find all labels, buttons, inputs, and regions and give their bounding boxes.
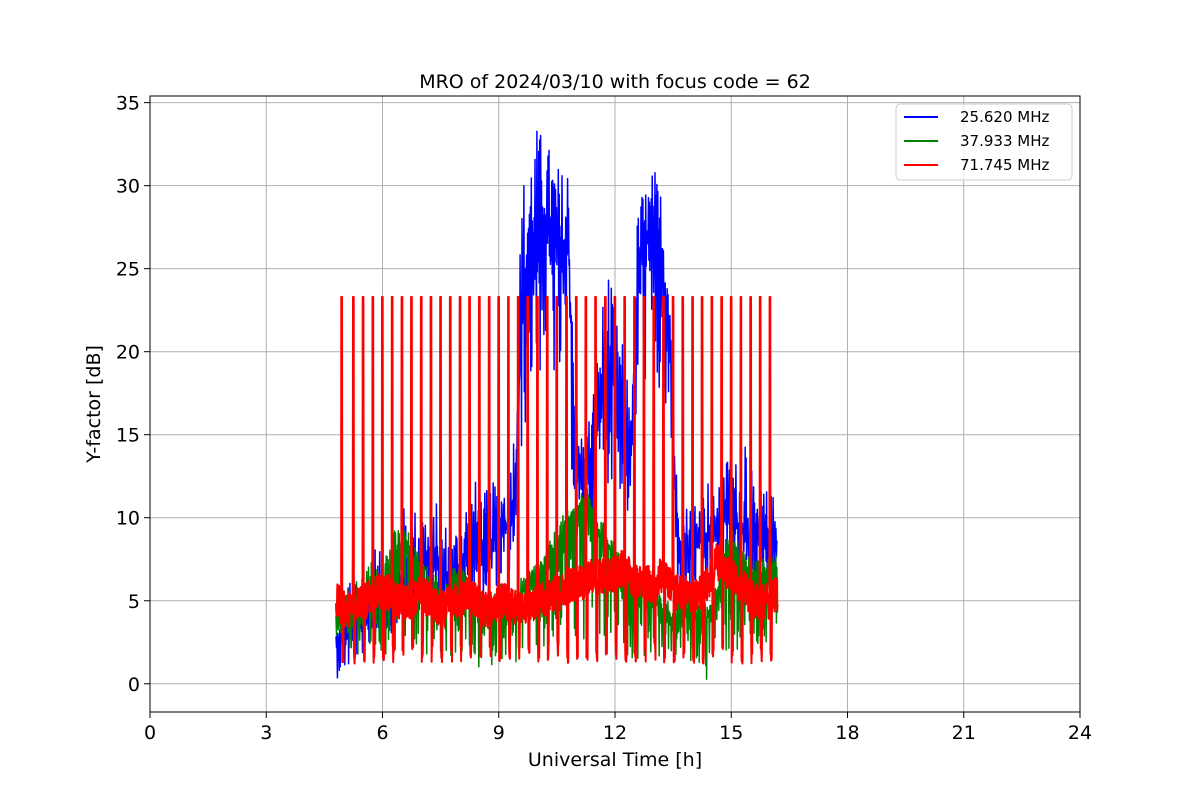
x-tick-label: 24 [1068, 722, 1092, 744]
x-tick-label: 12 [603, 722, 627, 744]
legend-box [895, 103, 1073, 181]
y-tick-label: 35 [116, 93, 140, 115]
legend-label-71745: 71.745 MHz [960, 156, 1049, 174]
x-tick-label: 9 [493, 722, 505, 744]
x-tick-label: 15 [719, 722, 743, 744]
x-tick-label: 21 [952, 722, 976, 744]
plot-area [335, 130, 779, 681]
legend-label-25620: 25.620 MHz [960, 108, 1049, 126]
y-tick-label: 0 [128, 674, 140, 696]
y-tick-label: 25 [116, 259, 140, 281]
chart-title: MRO of 2024/03/10 with focus code = 62 [419, 71, 811, 93]
y-tick-label: 30 [116, 176, 140, 198]
y-tick-label: 10 [116, 508, 140, 530]
y-tick-label: 15 [116, 425, 140, 447]
x-tick-label: 0 [144, 722, 156, 744]
x-tick-label: 18 [835, 722, 859, 744]
y-tick-label: 5 [128, 591, 140, 613]
x-tick-label: 3 [260, 722, 272, 744]
series-layer [335, 130, 779, 681]
y-axis-label: Y-factor [dB] [83, 345, 105, 464]
legend-label-37933: 37.933 MHz [960, 132, 1049, 150]
axis-ticks: 0 3 6 9 12 15 18 21 24 0 5 10 15 20 25 30 35 [116, 93, 1092, 744]
series-line-2 [335, 295, 779, 665]
x-axis-label: Universal Time [h] [528, 749, 702, 771]
x-tick-label: 6 [376, 722, 388, 744]
legend: 25.620 MHz 37.933 MHz 71.745 MHz [895, 103, 1073, 181]
y-tick-label: 20 [116, 342, 140, 364]
